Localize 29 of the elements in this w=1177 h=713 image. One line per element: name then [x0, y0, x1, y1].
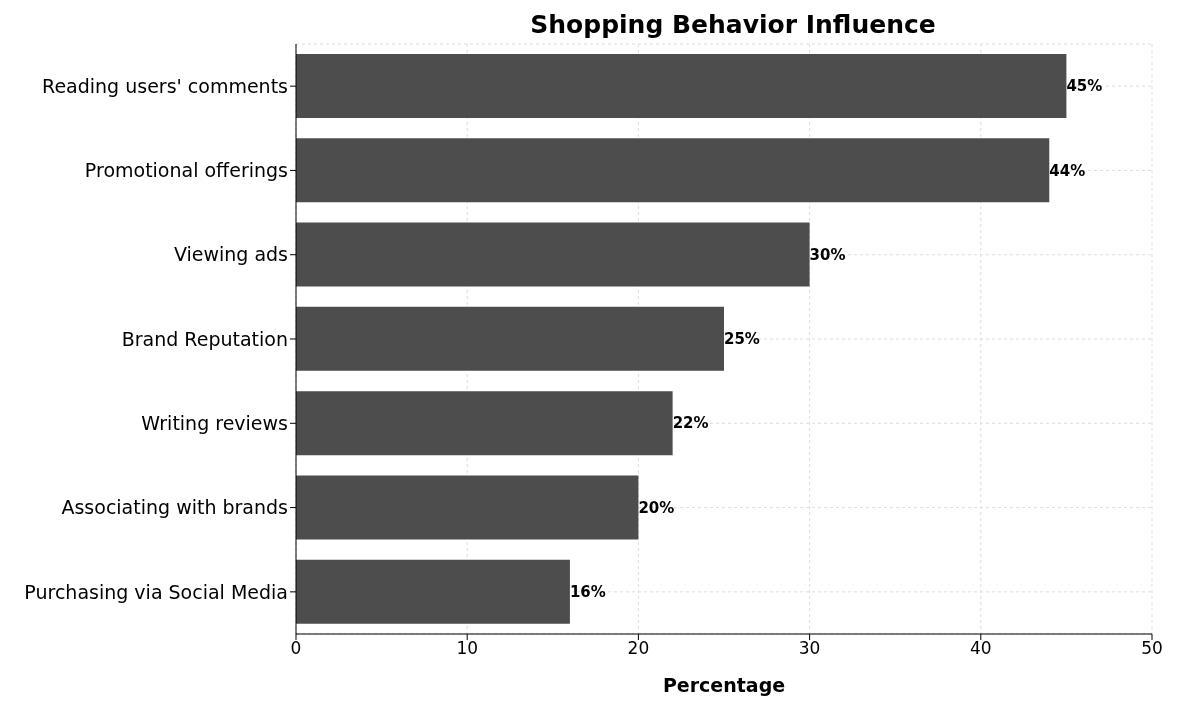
- bar: [296, 391, 673, 456]
- bar: [296, 559, 570, 624]
- data-label: 20%: [638, 498, 675, 517]
- y-tick-label: Brand Reputation: [121, 327, 288, 350]
- y-tick-label: Purchasing via Social Media: [24, 580, 288, 603]
- bar: [296, 138, 1050, 203]
- chart-title: Shopping Behavior Influence: [529, 9, 937, 41]
- x-tick-label: 30: [798, 638, 821, 659]
- bar: [296, 222, 810, 287]
- bar: [296, 54, 1067, 118]
- data-label: 16%: [569, 583, 606, 602]
- x-tick-label: 50: [1141, 638, 1163, 659]
- bar: [296, 306, 724, 371]
- data-label: 45%: [1066, 77, 1103, 96]
- y-tick-label: Writing reviews: [141, 412, 288, 435]
- x-tick-label: 40: [969, 638, 992, 659]
- x-axis-title: Percentage: [662, 674, 786, 696]
- x-tick-label: 0: [290, 638, 302, 659]
- data-label: 22%: [672, 414, 709, 433]
- data-label: 30%: [809, 245, 846, 264]
- data-label: 44%: [1049, 161, 1086, 180]
- data-label: 25%: [724, 330, 760, 349]
- y-tick-label: Associating with brands: [61, 496, 288, 519]
- y-tick-label: Viewing ads: [173, 243, 288, 266]
- x-tick-label: 10: [456, 638, 479, 659]
- x-tick-label: 20: [627, 638, 650, 659]
- y-tick-label: Promotional offerings: [84, 159, 288, 182]
- y-tick-label: Reading users' comments: [42, 74, 288, 97]
- bar: [296, 475, 639, 540]
